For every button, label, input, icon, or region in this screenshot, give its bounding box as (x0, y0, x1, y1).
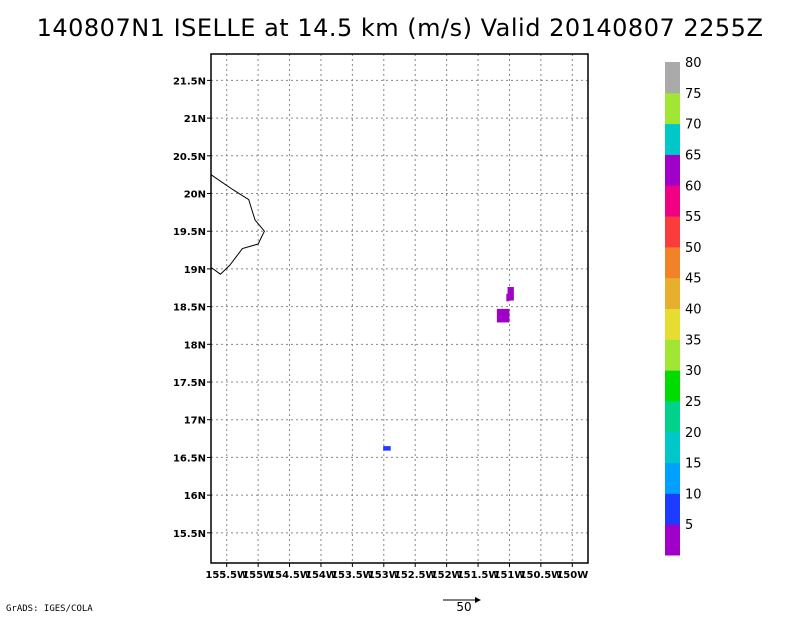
x-tick-label: 151W (494, 570, 526, 581)
colorbar-segment (665, 462, 680, 494)
colorbar-label: 45 (685, 272, 702, 287)
y-tick-label: 21.5N (173, 76, 206, 87)
colorbar-label: 5 (685, 518, 693, 533)
y-tick-label: 19.5N (173, 227, 206, 238)
y-tick-label: 18N (184, 340, 206, 351)
x-tick-label: 150W (556, 570, 588, 581)
colorbar-label: 15 (685, 457, 702, 472)
colorbar-label: 65 (685, 148, 702, 163)
y-tick-label: 16N (184, 491, 206, 502)
data-cell (496, 308, 510, 323)
chart-title: 140807N1 ISELLE at 14.5 km (m/s) Valid 2… (36, 14, 764, 42)
data-cell (383, 446, 391, 451)
colorbar-segment (665, 400, 680, 433)
colorbar-segment (665, 339, 680, 371)
colorbar-segment (665, 524, 680, 556)
colorbar-segment (665, 308, 680, 340)
x-tick-label: 152W (431, 570, 463, 581)
y-tick-label: 17.5N (173, 378, 206, 389)
colorbar-segment (665, 246, 680, 279)
data-cells (383, 287, 514, 451)
colorbar-label: 40 (685, 303, 702, 318)
grads-credit: GrADS: IGES/COLA (6, 604, 93, 614)
x-tick-label: 153.5W (331, 570, 374, 581)
colorbar: 5 10 15 20 25 30 35 40 45 50 55 60 65 70 75 80 (665, 56, 702, 556)
colorbar-segment (665, 123, 680, 155)
reference-vector (443, 597, 481, 603)
y-tick-label: 15.5N (173, 529, 206, 540)
colorbar-segment (665, 493, 680, 525)
colorbar-segment (665, 216, 680, 248)
colorbar-label: 70 (685, 118, 702, 133)
plot-frame (210, 53, 589, 564)
reference-vector-arrowhead (475, 597, 481, 603)
data-cell (507, 287, 514, 301)
x-tick-label: 154.5W (268, 570, 311, 581)
grid-lines (211, 54, 588, 563)
y-tick-label: 19N (184, 265, 206, 276)
y-tick-label: 16.5N (173, 453, 206, 464)
colorbar-label: 10 (685, 487, 702, 502)
colorbar-label: 80 (685, 56, 702, 71)
reference-vector-label: 50 (456, 600, 472, 614)
y-tick-label: 20.5N (173, 152, 206, 163)
colorbar-segment (665, 185, 680, 217)
x-tick-label: 152.5W (394, 570, 437, 581)
colorbar-label: 50 (685, 241, 702, 256)
colorbar-segment (665, 154, 680, 186)
x-tick-label: 150.5W (520, 570, 563, 581)
colorbar-segment (665, 277, 680, 309)
x-tick-label: 153W (368, 570, 400, 581)
colorbar-label: 20 (685, 426, 702, 441)
colorbar-segment (665, 92, 680, 125)
colorbar-label: 35 (685, 333, 702, 348)
colorbar-label: 60 (685, 179, 702, 194)
x-tick-label: 155W (242, 570, 274, 581)
colorbar-segment (665, 431, 680, 464)
colorbar-label: 25 (685, 395, 702, 410)
y-tick-label: 18.5N (173, 303, 206, 314)
coastline-path (210, 174, 265, 275)
colorbar-label: 55 (685, 210, 702, 225)
colorbar-label: 30 (685, 364, 702, 379)
x-tick-label: 154W (305, 570, 337, 581)
colorbar-label: 75 (685, 87, 702, 102)
x-tick-label: 151.5W (457, 570, 500, 581)
data-cell (506, 293, 509, 302)
colorbar-segment (665, 62, 680, 94)
y-tick-label: 20N (184, 190, 206, 201)
axis-ticks: 155.5W155W154.5W154W153.5W153W152.5W152W… (173, 76, 588, 581)
colorbar-segment (665, 370, 680, 402)
coastline (210, 174, 265, 275)
y-tick-label: 21N (184, 114, 206, 125)
x-tick-label: 155.5W (205, 570, 248, 581)
y-tick-label: 17N (184, 416, 206, 427)
